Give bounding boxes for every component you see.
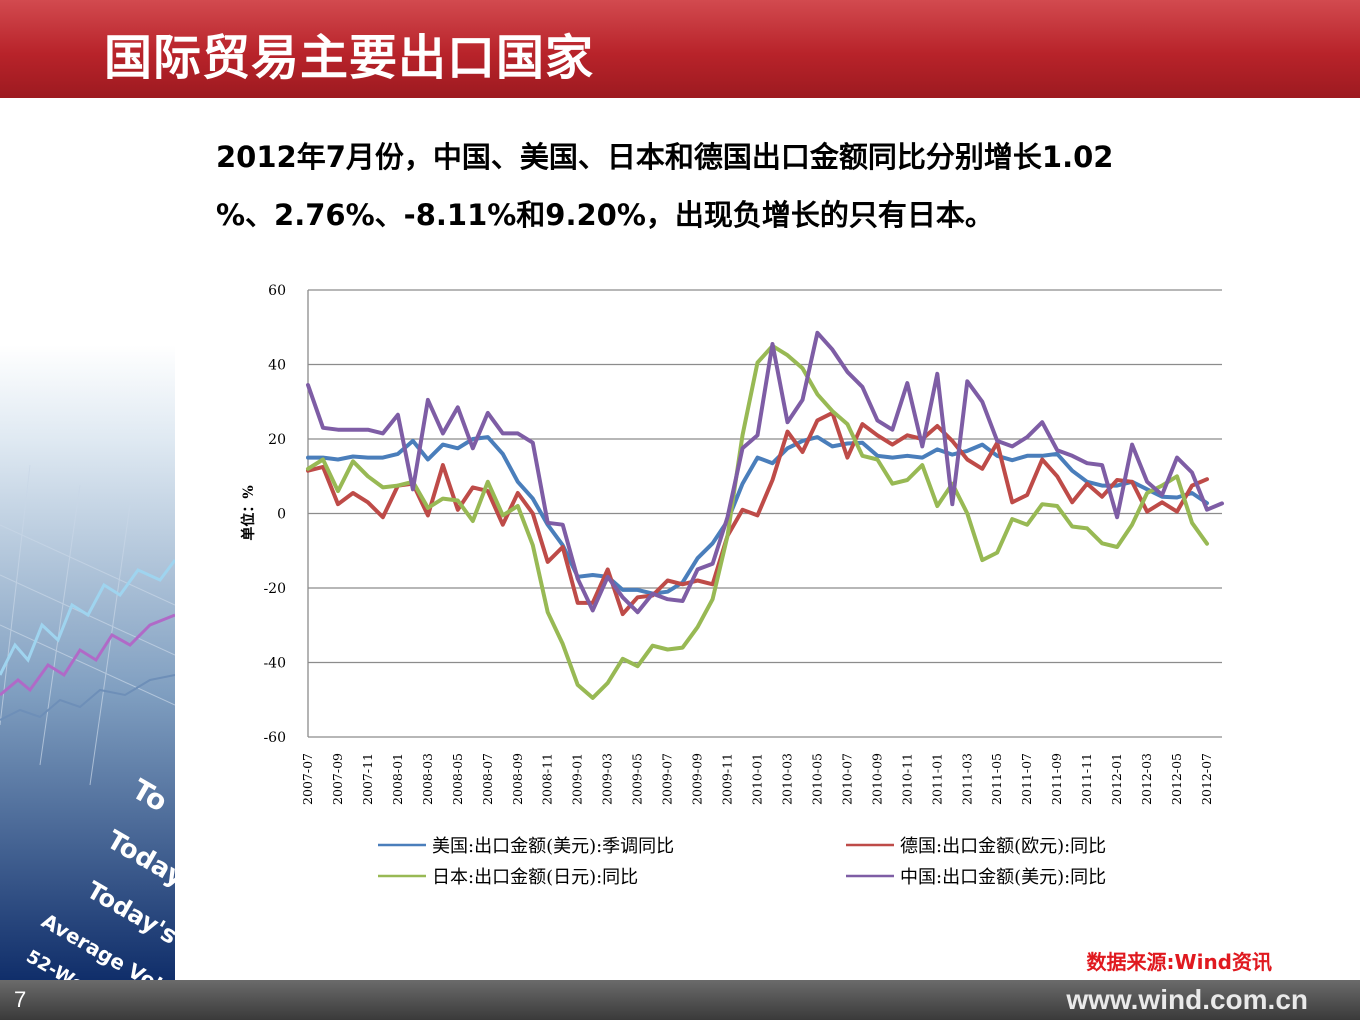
series-line-2: [306, 343, 1209, 700]
y-tick-label: 0: [277, 507, 286, 523]
legend-label-3: 中国:出口金额(美元):同比: [900, 867, 1106, 888]
x-tick-label: 2010-05: [809, 753, 824, 805]
summary-line-2: %、2.76%、-8.11%和9.20%，出现负增长的只有日本。: [216, 198, 994, 232]
x-tick-label: 2007-09: [330, 753, 345, 805]
x-tick-label: 2007-07: [300, 753, 315, 805]
legend-label-1: 德国:出口金额(欧元):同比: [900, 836, 1106, 857]
y-axis-label: 单位：%: [240, 485, 257, 540]
title-bar: 国际贸易主要出口国家: [0, 0, 1360, 98]
website-url: www.wind.com.cn: [1066, 984, 1308, 1015]
x-tick-label: 2011-05: [989, 753, 1004, 805]
x-tick-label: 2012-07: [1199, 753, 1214, 805]
stock-ticker-decoration: To Today Today's Average Vol 52-Week: [0, 345, 175, 980]
x-tick-label: 2012-03: [1139, 753, 1154, 805]
x-tick-label: 2010-03: [779, 753, 794, 805]
y-tick-label: 60: [268, 283, 286, 299]
x-tick-label: 2010-09: [869, 753, 884, 805]
x-tick-label: 2012-01: [1109, 753, 1124, 805]
page-title: 国际贸易主要出口国家: [104, 30, 595, 86]
x-tick-label: 2010-01: [750, 753, 765, 805]
x-tick-label: 2009-05: [630, 753, 645, 805]
x-tick-label: 2008-05: [450, 753, 465, 805]
data-source: 数据来源:Wind资讯: [1086, 950, 1272, 974]
x-tick-label: 2011-11: [1079, 753, 1094, 805]
x-tick-label: 2009-07: [660, 753, 675, 805]
legend-label-0: 美国:出口金额(美元):季调同比: [432, 836, 674, 857]
x-tick-label: 2008-11: [540, 753, 555, 805]
footer-bar: 7 www.wind.com.cn: [0, 980, 1360, 1020]
x-tick-label: 2007-11: [360, 753, 375, 805]
series-line-1: [306, 410, 1209, 617]
x-tick-label: 2009-03: [600, 753, 615, 805]
summary-line-1: 2012年7月份，中国、美国、日本和德国出口金额同比分别增长1.02: [216, 140, 1114, 174]
x-tick-label: 2010-07: [839, 753, 854, 805]
x-tick-label: 2009-09: [690, 753, 705, 805]
series-line-3: [306, 330, 1224, 615]
y-tick-label: -40: [263, 656, 286, 672]
y-tick-label: 40: [268, 358, 286, 374]
x-tick-label: 2011-01: [929, 753, 944, 805]
x-tick-label: 2008-09: [510, 753, 525, 805]
x-tick-label: 2008-03: [420, 753, 435, 805]
x-tick-label: 2009-11: [720, 753, 735, 805]
page-number: 7: [14, 987, 27, 1012]
x-tick-label: 2010-11: [899, 753, 914, 805]
x-tick-label: 2008-07: [480, 753, 495, 805]
y-tick-label: -60: [263, 730, 286, 746]
x-tick-label: 2009-01: [570, 753, 585, 805]
legend-label-2: 日本:出口金额(日元):同比: [432, 867, 638, 888]
series-line-0: [306, 435, 1209, 596]
x-tick-label: 2011-03: [959, 753, 974, 805]
y-tick-label: 20: [268, 432, 286, 448]
y-tick-label: -20: [263, 581, 286, 597]
x-tick-label: 2011-09: [1049, 753, 1064, 805]
x-tick-label: 2012-05: [1169, 753, 1184, 805]
x-tick-label: 2011-07: [1019, 753, 1034, 805]
x-tick-label: 2008-01: [390, 753, 405, 805]
summary-text: 2012年7月份，中国、美国、日本和德国出口金额同比分别增长1.02 %、2.7…: [216, 128, 1246, 244]
